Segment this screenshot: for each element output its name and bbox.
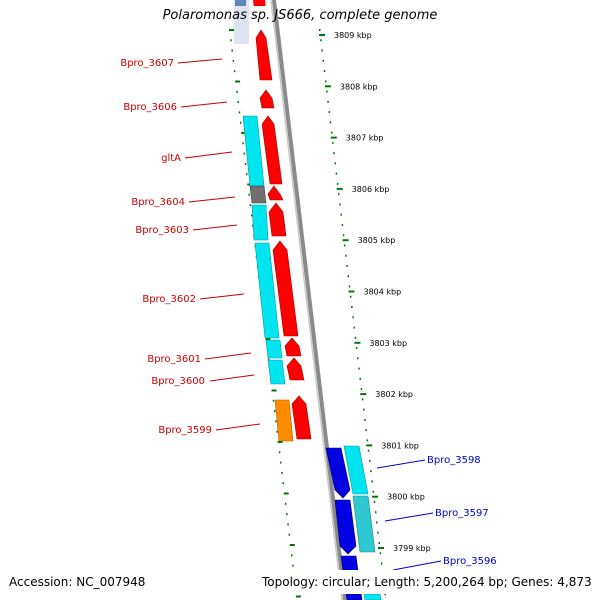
leader-line-left [199,293,245,300]
genome-backbone [272,0,347,600]
gene-label-left[interactable]: Bpro_3599 [158,425,212,436]
gene-label-left[interactable]: Bpro_3602 [142,294,196,305]
topology-text: Topology: circular; Length: 5,200,264 bp… [262,575,592,589]
cds-bpro-3598-blue [325,447,351,499]
cds-bpro-3604-grey [249,185,267,204]
gene-label-right[interactable]: Bpro_3596 [443,556,497,567]
cds-bpro-3603-cyan [251,204,269,241]
cyan-cds-left [242,115,294,442]
cds-gltA-cyan [242,115,265,187]
scale-label: 3801 kbp [381,441,419,450]
accession-text: Accession: NC_007948 [9,575,146,589]
gene-label-left[interactable]: Bpro_3604 [131,197,185,208]
forward-strand-cds [255,29,312,440]
leader-line-right [376,459,426,469]
leader-line-right [384,512,434,522]
cds-bpro-3601-cyan [265,339,283,359]
cds-bpro-3601-red [284,337,302,357]
cds-bpro-3606 [259,89,275,109]
left-gene-labels: Bpro_3607 Bpro_3606 gltA Bpro_3604 Bpro_3603… [120,58,261,436]
right-gene-labels: Bpro_3598 Bpro_3597 Bpro_3596 [376,455,497,571]
scale-label: 3799 kbp [393,544,431,553]
scale-label: 3803 kbp [369,339,407,348]
gene-label-left[interactable]: gltA [161,153,181,164]
cds-bpro-3607 [255,29,273,81]
scale-labels: 3809 kbp 3808 kbp 3807 kbp 3806 kbp 3805 kbp… [319,31,431,553]
footer-bar: Accession: NC_007948 Topology: circular;… [0,570,600,594]
partial-feature-top-dark [235,0,246,6]
cds-bpro-3597-blue [334,499,357,555]
scale-label: 3800 kbp [387,493,425,502]
leader-line-left [177,58,223,64]
leader-line-left [209,374,255,382]
gene-label-left[interactable]: Bpro_3603 [135,225,189,236]
scale-label: 3806 kbp [352,185,390,194]
cds-bpro-3603-red [268,202,287,237]
partial-feature-top [234,0,249,44]
cds-bpro-3598-cyan [343,445,369,495]
cds-bpro-3600-red [286,357,305,381]
leader-line-left [215,423,261,431]
genome-backbone-highlight [270,0,343,600]
gene-label-right[interactable]: Bpro_3598 [427,455,481,466]
gene-label-left[interactable]: Bpro_3601 [147,354,201,365]
scale-label: 3802 kbp [375,390,413,399]
scale-label: 3804 kbp [364,288,402,297]
scale-label: 3807 kbp [346,134,384,143]
scale-label: 3805 kbp [358,236,396,245]
gene-label-right[interactable]: Bpro_3597 [435,508,489,519]
leader-line-left [192,224,238,231]
rna-bpro-3599 [274,399,294,442]
leader-line-right [392,560,442,571]
leader-line-left [188,196,236,203]
partial-feature-top-red [253,0,266,6]
cds-bpro-3597-cyan [352,495,376,553]
cds-bpro-3600-cyan [267,359,286,385]
scale-label: 3808 kbp [340,82,378,91]
cds-bpro-3604-red [267,185,284,201]
cds-bpro-3602-red [272,240,299,337]
scale-label: 3809 kbp [334,31,372,40]
right-scale-track [319,29,386,596]
genome-title: Polaromonas sp. JS666, complete genome [162,8,438,23]
gene-label-left[interactable]: Bpro_3606 [123,102,177,113]
gene-label-left[interactable]: Bpro_3607 [120,58,174,69]
leader-line-left [180,101,228,108]
cds-gltA-red [261,115,283,185]
cds-bpro-3599-red [291,395,312,440]
gene-label-left[interactable]: Bpro_3600 [151,376,205,387]
leader-line-left [204,352,252,360]
cds-bpro-3602-cyan [254,242,280,339]
leader-line-left [184,151,233,159]
cds-bpro-3596-cyan [363,593,382,600]
